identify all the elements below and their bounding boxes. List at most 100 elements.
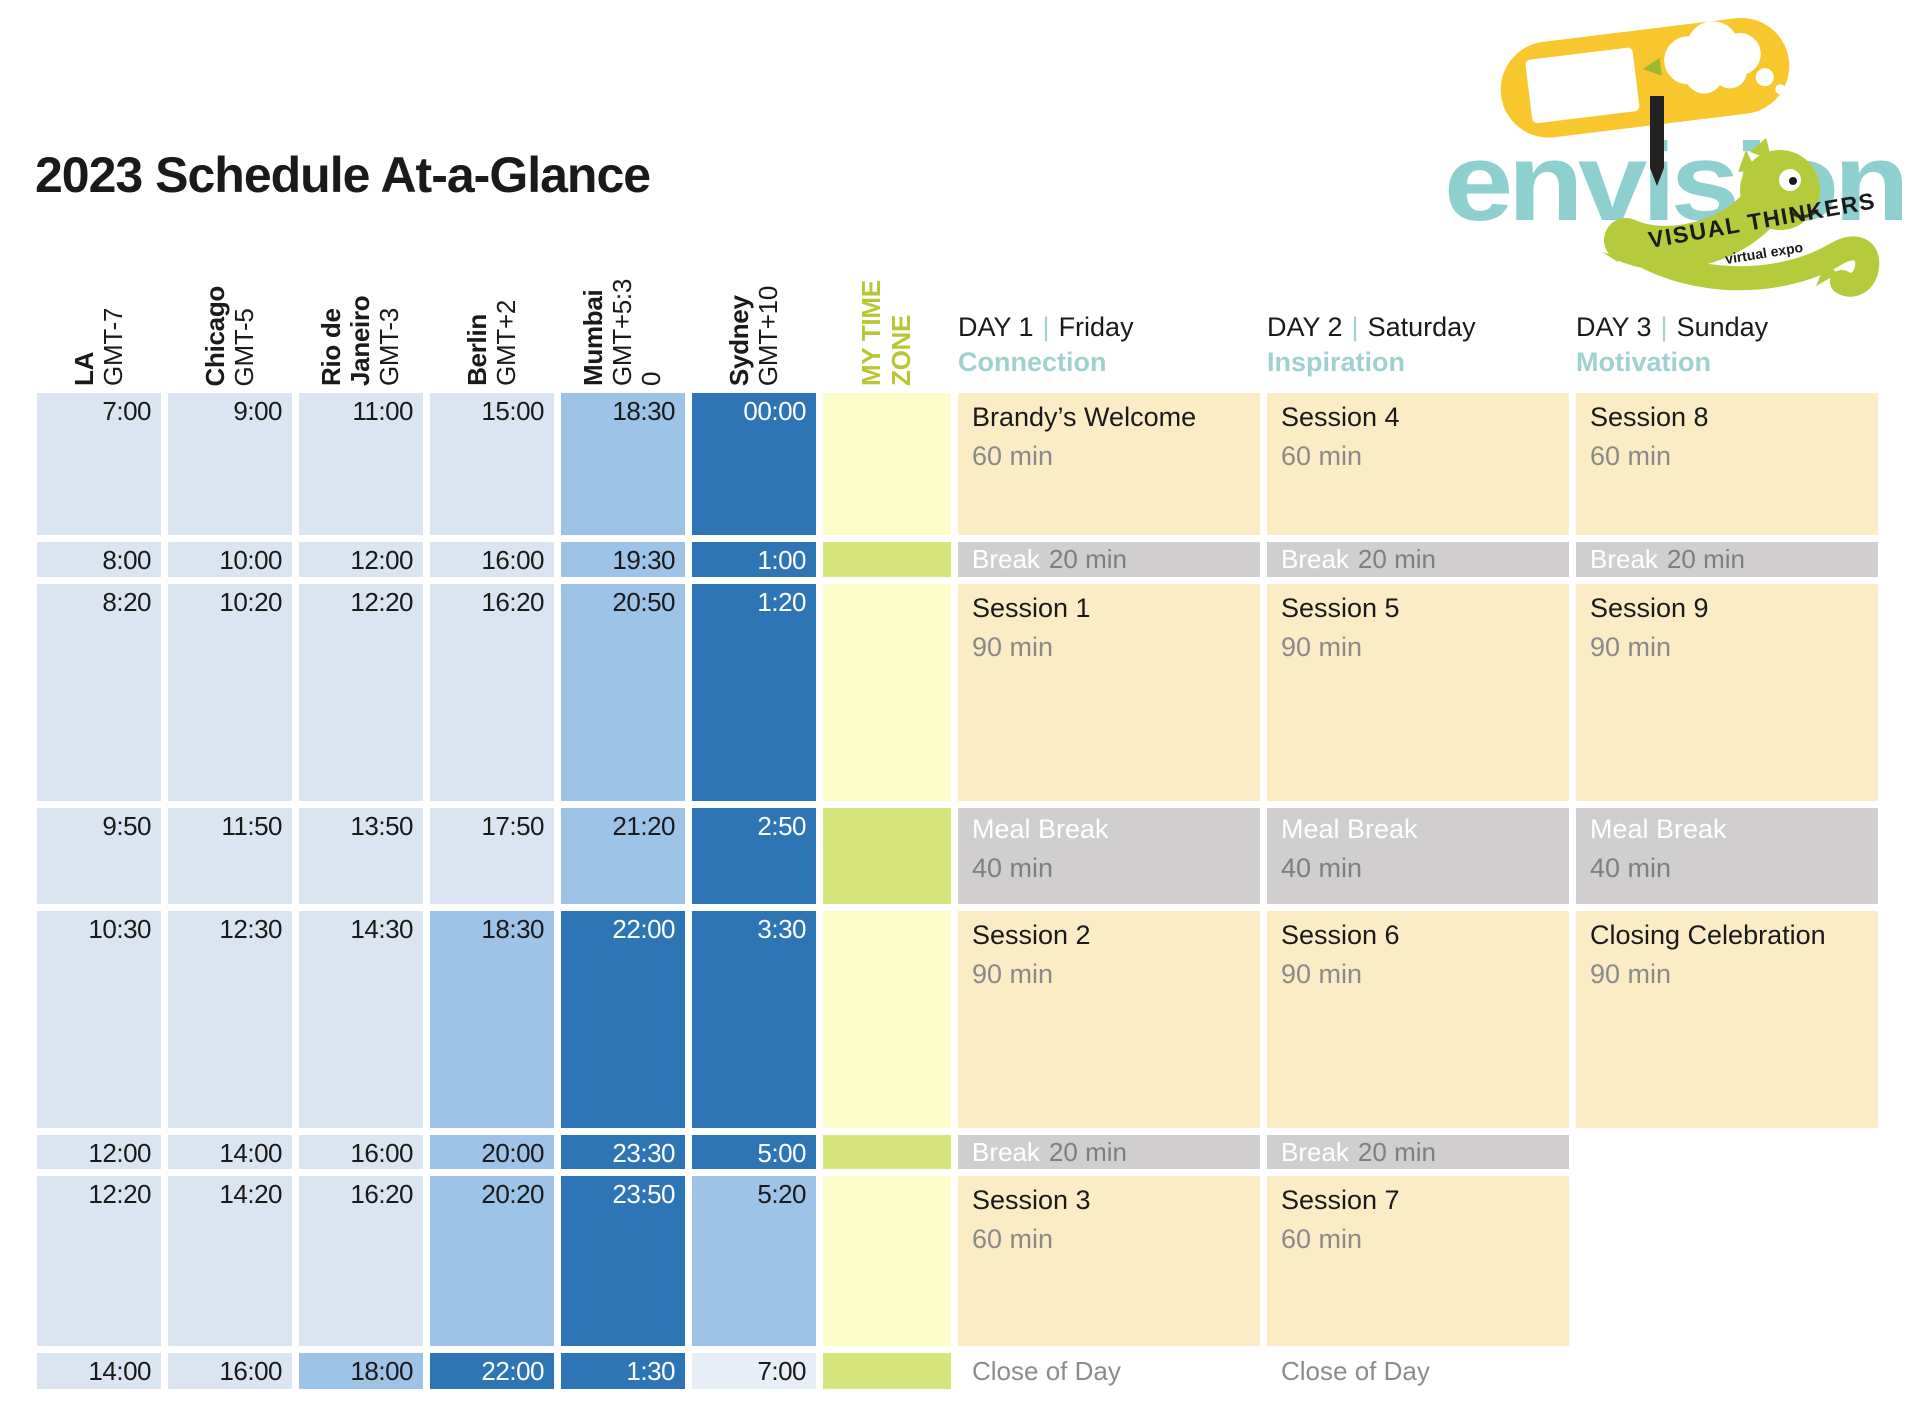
time-cell: 1:30 bbox=[561, 1353, 685, 1389]
time-cell: 18:30 bbox=[561, 393, 685, 535]
my-time-zone-cell bbox=[823, 911, 951, 1128]
event-cell: Session 4 60 min bbox=[1267, 393, 1569, 535]
time-cell: 1:00 bbox=[692, 542, 816, 577]
time-cell: 23:50 bbox=[561, 1176, 685, 1346]
time-cell: 16:20 bbox=[430, 584, 554, 801]
tz-header-chicago: Chicago GMT-5 bbox=[168, 228, 292, 386]
event-duration: 60 min bbox=[1590, 441, 1672, 471]
break-duration: 40 min bbox=[1281, 853, 1363, 883]
empty-cell bbox=[1576, 1135, 1878, 1169]
time-cell: 11:50 bbox=[168, 808, 292, 904]
time-cell: 23:30 bbox=[561, 1135, 685, 1169]
time-cell: 14:30 bbox=[299, 911, 423, 1128]
time-cell: 12:00 bbox=[299, 542, 423, 577]
tz-city: Sydney bbox=[723, 295, 754, 386]
day-3-header: DAY 3 | Sunday Motivation bbox=[1576, 228, 1878, 386]
time-cell: 19:30 bbox=[561, 542, 685, 577]
tz-header-rio: Rio de Janeiro GMT-3 bbox=[299, 228, 423, 386]
time-cell: 5:20 bbox=[692, 1176, 816, 1346]
pencil-icon bbox=[1650, 96, 1664, 186]
event-duration: 60 min bbox=[1281, 441, 1363, 471]
event-cell: Session 1 90 min bbox=[958, 584, 1260, 801]
day-name: Friday bbox=[1058, 312, 1134, 342]
event-title: Session 5 bbox=[1281, 593, 1400, 623]
day-theme: Motivation bbox=[1576, 347, 1711, 377]
tz-offset: GMT+5:30 bbox=[607, 279, 667, 386]
meal-break-cell: Meal Break 40 min bbox=[958, 808, 1260, 904]
my-time-zone-cell bbox=[823, 1135, 951, 1169]
tz-city: Berlin bbox=[461, 314, 492, 386]
logo-laptop-doodle bbox=[1500, 17, 1790, 138]
schedule-row: 8:00 10:00 12:00 16:00 19:30 1:00 Break 20 min B… bbox=[37, 542, 1878, 577]
my-time-zone-cell bbox=[823, 542, 951, 577]
event-title: Session 7 bbox=[1281, 1185, 1400, 1215]
event-cell: Session 3 60 min bbox=[958, 1176, 1260, 1346]
schedule-row: 12:20 14:20 16:20 20:20 23:50 5:20 Session 3 60… bbox=[37, 1176, 1878, 1346]
event-cell: Brandy’s Welcome 60 min bbox=[958, 393, 1260, 535]
break-duration: 40 min bbox=[1590, 853, 1672, 883]
schedule-body: 7:00 9:00 11:00 15:00 18:30 00:00 Brandy’s Wel… bbox=[37, 393, 1878, 1389]
time-cell: 14:00 bbox=[168, 1135, 292, 1169]
schedule-row: 7:00 9:00 11:00 15:00 18:30 00:00 Brandy’s Wel… bbox=[37, 393, 1878, 535]
day-name: Saturday bbox=[1367, 312, 1476, 342]
schedule-row: 8:20 10:20 12:20 16:20 20:50 1:20 Session 1 90 … bbox=[37, 584, 1878, 801]
event-duration: 90 min bbox=[972, 632, 1054, 662]
close-of-day-cell: Close of Day bbox=[972, 1355, 1121, 1386]
break-duration: 40 min bbox=[972, 853, 1054, 883]
time-cell: 10:20 bbox=[168, 584, 292, 801]
time-cell: 9:00 bbox=[168, 393, 292, 535]
tz-header-mumbai: Mumbai GMT+5:30 bbox=[561, 228, 685, 386]
close-of-day-cell: Close of Day bbox=[1281, 1355, 1430, 1386]
event-duration: 60 min bbox=[972, 1224, 1054, 1254]
day-2-header: DAY 2 | Saturday Inspiration bbox=[1267, 228, 1569, 386]
tz-header-berlin: Berlin GMT+2 bbox=[430, 228, 554, 386]
break-duration: 20 min bbox=[1048, 544, 1127, 574]
time-cell: 2:50 bbox=[692, 808, 816, 904]
event-title: Session 3 bbox=[972, 1185, 1091, 1215]
time-cell: 13:50 bbox=[299, 808, 423, 904]
time-cell: 18:30 bbox=[430, 911, 554, 1128]
break-label: Meal Break bbox=[972, 814, 1109, 844]
event-duration: 90 min bbox=[1281, 632, 1363, 662]
event-cell: Session 8 60 min bbox=[1576, 393, 1878, 535]
break-cell: Break 20 min bbox=[1267, 1135, 1569, 1169]
break-label: Meal Break bbox=[1590, 814, 1727, 844]
break-cell: Break 20 min bbox=[958, 1135, 1260, 1169]
time-cell: 9:50 bbox=[37, 808, 161, 904]
time-cell: 12:20 bbox=[299, 584, 423, 801]
time-cell: 21:20 bbox=[561, 808, 685, 904]
break-duration: 20 min bbox=[1666, 544, 1745, 574]
my-time-zone-header: MY TIME ZONE bbox=[823, 228, 951, 386]
logo-artwork: envision VISUAL THINKERS virtual expo bbox=[1444, 17, 1909, 297]
time-cell: 14:00 bbox=[37, 1353, 161, 1389]
page-title: 2023 Schedule At-a-Glance bbox=[35, 146, 651, 203]
time-cell: 16:00 bbox=[168, 1353, 292, 1389]
day-label: DAY 3 bbox=[1576, 312, 1652, 342]
my-time-zone-label: MY TIME ZONE bbox=[856, 280, 916, 386]
time-cell: 17:50 bbox=[430, 808, 554, 904]
time-cell: 10:00 bbox=[168, 542, 292, 577]
time-cell: 14:20 bbox=[168, 1176, 292, 1346]
empty-cell bbox=[1576, 1176, 1878, 1346]
break-label: Break bbox=[1281, 544, 1349, 574]
event-cell: Closing Celebration 90 min bbox=[1576, 911, 1878, 1128]
schedule-table: LA GMT-7 Chicago GMT-5 Rio de Janeiro GMT-3… bbox=[37, 228, 1878, 1396]
event-cell: Session 2 90 min bbox=[958, 911, 1260, 1128]
time-cell: 15:00 bbox=[430, 393, 554, 535]
time-cell: 16:00 bbox=[430, 542, 554, 577]
day-name: Sunday bbox=[1676, 312, 1769, 342]
time-cell: 3:30 bbox=[692, 911, 816, 1128]
event-cell: Session 5 90 min bbox=[1267, 584, 1569, 801]
tz-header-sydney: Sydney GMT+10 bbox=[692, 228, 816, 386]
break-cell: Break 20 min bbox=[1576, 542, 1878, 577]
envision-logo: envision VISUAL THINKERS virtual expo bbox=[1438, 0, 1920, 300]
meal-break-cell: Meal Break 40 min bbox=[1576, 808, 1878, 904]
schedule-row: 9:50 11:50 13:50 17:50 21:20 2:50 Meal Break 40… bbox=[37, 808, 1878, 904]
time-cell: 12:00 bbox=[37, 1135, 161, 1169]
tz-header-la: LA GMT-7 bbox=[37, 228, 161, 386]
time-cell: 18:00 bbox=[299, 1353, 423, 1389]
tz-city: Chicago bbox=[199, 285, 230, 386]
day-separator: | bbox=[1351, 312, 1359, 342]
time-cell: 5:00 bbox=[692, 1135, 816, 1169]
day-separator: | bbox=[1042, 312, 1050, 342]
